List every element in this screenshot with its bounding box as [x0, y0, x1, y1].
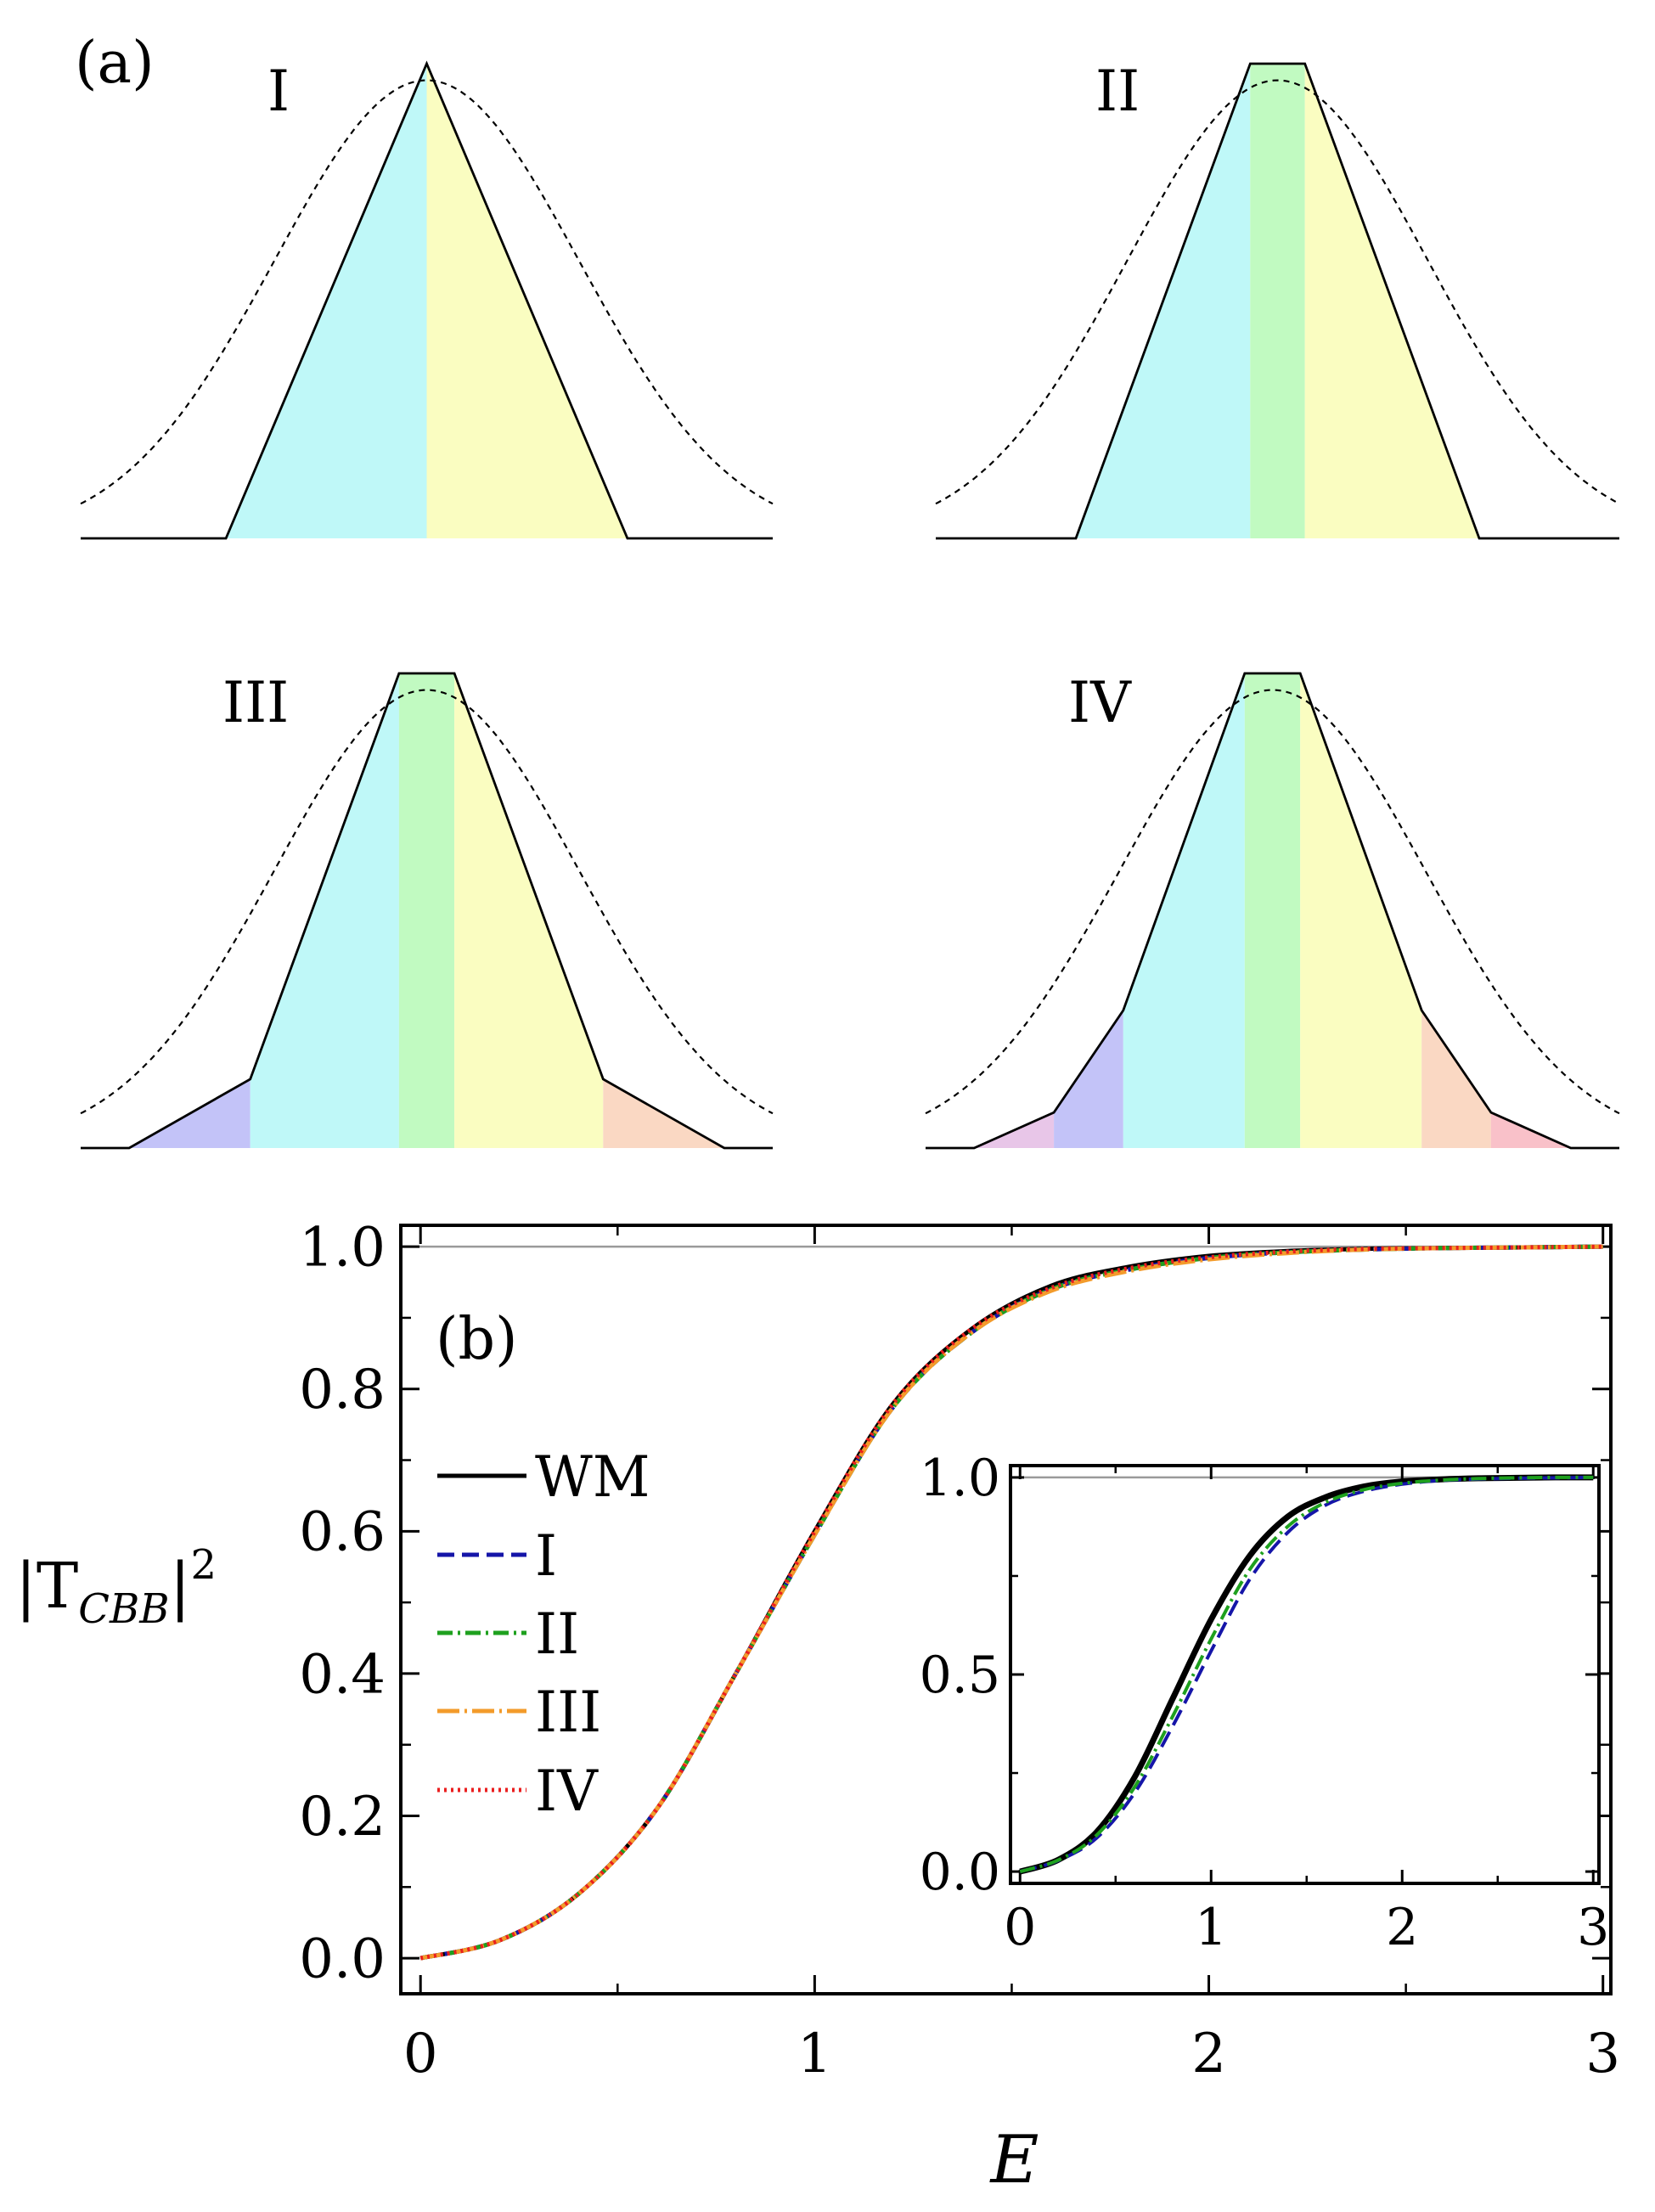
shape-region-green	[1250, 64, 1305, 538]
shape-region-green	[398, 673, 455, 1148]
shape-label-IV: IV	[1068, 670, 1132, 735]
shape-panel-I	[80, 60, 774, 540]
main-y-tick-label: 0.6	[299, 1501, 386, 1564]
shape-region-green	[1244, 673, 1301, 1148]
shape-outline	[81, 60, 773, 540]
legend-label-iv: IV	[535, 1759, 599, 1824]
shape-region-cyan	[250, 673, 399, 1148]
shape-region-blue	[1054, 1010, 1123, 1148]
main-y-tick-label: 0.0	[299, 1928, 386, 1991]
inset-y-tick-label: 1.0	[920, 1449, 1000, 1508]
shape-region-yellow	[454, 673, 604, 1148]
main-x-tick-label: 1	[797, 2023, 832, 2085]
y-axis-label-tail: |	[170, 1550, 191, 1623]
inset-ticks: 0 1 2 3 0.0 0.5 1.0	[920, 1449, 1610, 1957]
y-axis-label-sup: 2	[191, 1541, 217, 1589]
shape-label-I: I	[267, 59, 290, 124]
inset-y-tick-label: 0.5	[920, 1646, 1000, 1705]
shape-panel-IV	[925, 672, 1620, 1150]
shape-panel-II	[935, 62, 1620, 540]
main-x-tick-label: 0	[403, 2023, 438, 2085]
inset-chart: 0 1 2 3 0.0 0.5 1.0	[920, 1449, 1610, 1957]
shape-label-II: II	[1095, 59, 1140, 124]
panel-b-label: (b)	[436, 1306, 518, 1373]
main-y-tick-label: 0.4	[299, 1643, 386, 1706]
inset-series-i	[1019, 1475, 1594, 1874]
legend: WM I II III IV	[437, 1444, 650, 1824]
legend-label-iii: III	[535, 1680, 601, 1745]
inset-x-tick-label: 1	[1195, 1898, 1227, 1957]
shape-region-cyan	[1123, 673, 1245, 1148]
main-series-iv	[419, 1244, 1603, 1961]
x-axis-label: E	[989, 2122, 1039, 2198]
y-axis-label: |TCBB|2	[15, 1541, 217, 1633]
legend-label-i: I	[535, 1523, 557, 1589]
shape-region-yellow	[1300, 673, 1422, 1148]
inset-series-wm	[1019, 1474, 1594, 1875]
main-y-tick-label: 1.0	[299, 1217, 386, 1280]
main-ticks: 0 1 2 3 0.0 0.2 0.4 0.6 0.8 1.0	[299, 1217, 1620, 2085]
y-axis-label-base: |T	[15, 1550, 78, 1623]
y-axis-label-sub: CBB	[78, 1585, 169, 1633]
inset-series-lines	[1019, 1474, 1594, 1875]
main-chart-frame	[399, 1224, 1613, 1995]
inset-x-tick-label: 0	[1004, 1898, 1036, 1957]
inset-x-tick-label: 2	[1386, 1898, 1418, 1957]
main-x-tick-label: 2	[1191, 2023, 1226, 2085]
inset-y-tick-label: 0.0	[920, 1843, 1000, 1902]
shape-panel-III	[80, 672, 774, 1150]
main-x-tick-label: 3	[1585, 2023, 1620, 2085]
gaussian-curve	[935, 79, 1620, 505]
main-chart: 0 1 2 3 0.0 0.2 0.4 0.6 0.8 1.0 (b) WM I II III I…	[15, 1217, 1620, 2198]
shape-label-III: III	[222, 670, 289, 735]
shape-region-orange	[1421, 1010, 1491, 1148]
shape-outline	[926, 672, 1619, 1150]
main-y-tick-label: 0.2	[299, 1786, 386, 1849]
main-y-tick-label: 0.8	[299, 1359, 386, 1421]
shape-outline	[936, 62, 1619, 540]
inset-x-tick-label: 3	[1577, 1898, 1609, 1957]
shape-outline	[81, 672, 773, 1150]
inset-series-ii	[1019, 1475, 1594, 1874]
main-series-lines	[419, 1244, 1603, 1961]
legend-label-ii: II	[535, 1601, 579, 1667]
legend-label-wm: WM	[535, 1444, 650, 1510]
inset-chart-frame	[1009, 1464, 1601, 1885]
panel-a-label: (a)	[75, 30, 155, 97]
